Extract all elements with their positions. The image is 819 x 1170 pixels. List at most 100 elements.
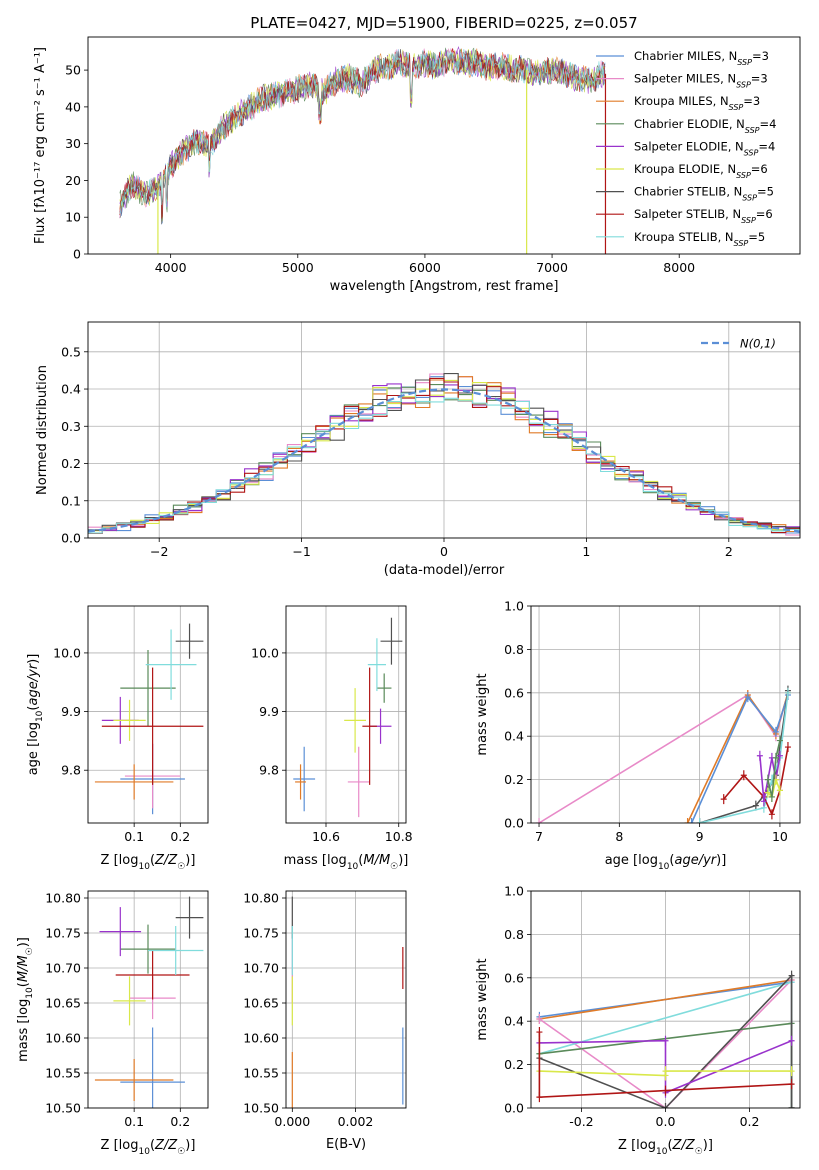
label-sub: 10 xyxy=(347,862,359,872)
errorbar-point xyxy=(362,667,377,785)
errorbar-point xyxy=(148,926,204,975)
x-tick-label: 0.2 xyxy=(740,1114,760,1129)
weight-marker xyxy=(788,1079,795,1090)
weight-marker xyxy=(720,794,727,805)
y-tick-label: 0.8 xyxy=(504,927,524,942)
x-axis-label: age [log10(age/yr)] xyxy=(605,853,727,872)
label-rest: ( xyxy=(16,982,31,987)
label-italic: M/M xyxy=(16,955,31,982)
y-axis-label: mass [log10(M/M☉)] xyxy=(16,937,35,1062)
x-tick-label: 1 xyxy=(582,544,590,559)
errorbar-point xyxy=(115,950,190,1000)
y-tick-label: 0.2 xyxy=(504,772,524,787)
y-tick-label: 0.6 xyxy=(504,970,524,985)
x-tick-label: 10.8 xyxy=(385,829,413,844)
plot-area xyxy=(531,891,800,1108)
x-axis-label: Z [log10(Z/Z☉)] xyxy=(101,853,196,872)
weight-marker xyxy=(662,1085,669,1096)
weight-marker xyxy=(760,796,767,807)
weight-line xyxy=(723,746,789,817)
x-tick-label: 6000 xyxy=(409,260,441,275)
y-tick-label: 1.0 xyxy=(504,599,524,614)
legend-main: Salpeter STELIB, N xyxy=(634,207,741,221)
label-rest: )] xyxy=(716,853,726,868)
label-rest: )] xyxy=(185,853,195,868)
plot-area xyxy=(286,606,406,823)
plot-area xyxy=(88,891,208,1108)
errorbar-point xyxy=(94,1059,174,1101)
weight-marker xyxy=(684,818,691,823)
label-rest: )] xyxy=(398,853,408,868)
x-tick-label: 7 xyxy=(535,829,543,844)
label-sub: ☉ xyxy=(695,1147,703,1157)
weight-marker xyxy=(788,1035,795,1046)
y-tick-label: 0.6 xyxy=(504,685,524,700)
legend-sub: SSP xyxy=(744,148,759,157)
y-axis-label: age [log10(age/yr)] xyxy=(26,654,45,776)
axes-frame xyxy=(87,321,801,539)
y-tick-label: 10.55 xyxy=(45,1066,81,1081)
errorbar-point xyxy=(344,688,366,753)
legend-main: Kroupa MILES, N xyxy=(634,94,729,108)
label-sub: 10 xyxy=(35,710,45,722)
label-rest: )] xyxy=(16,937,31,947)
label-italic: Z/Z xyxy=(672,1138,696,1153)
y-tick-label: 0.0 xyxy=(61,531,81,546)
y-tick-label: 9.8 xyxy=(259,763,279,778)
label-rest: ( xyxy=(358,853,363,868)
x-axis-label: (data-model)/error xyxy=(384,563,505,578)
x-tick-label: 10.6 xyxy=(312,829,340,844)
weight-marker xyxy=(662,1035,669,1046)
weight-marker xyxy=(536,818,543,823)
legend-end: =3 xyxy=(751,72,768,86)
label-rest: ( xyxy=(150,1138,155,1153)
errorbar-point xyxy=(145,629,197,700)
legend-main: Kroupa STELIB, N xyxy=(634,230,734,244)
weight-marker xyxy=(772,752,779,763)
axes-weight_vs_age: 7 8 9 10 0.0 0.2 0.4 0.6 0.8 1.0 mass weight age [l… xyxy=(475,599,801,872)
y-tick-label: 0 xyxy=(73,247,81,262)
legend-main: Kroupa ELODIE, N xyxy=(634,162,736,176)
label-italic: Z/Z xyxy=(154,1138,178,1153)
y-tick-label: 0.8 xyxy=(504,642,524,657)
x-tick-label: 0.0 xyxy=(656,1114,676,1129)
weight-line xyxy=(538,692,789,823)
y-tick-label: 10.60 xyxy=(243,1031,279,1046)
y-tick-label: 0.2 xyxy=(61,456,81,471)
plot-area xyxy=(531,606,800,823)
x-tick-label: 10 xyxy=(772,829,788,844)
weight-marker xyxy=(696,818,703,823)
errorbar-point xyxy=(347,746,370,818)
errorbar-point xyxy=(101,667,204,785)
errorbar-point xyxy=(94,764,174,800)
legend-label: Salpeter STELIB, NSSP=6 xyxy=(634,207,773,225)
legend-label: Salpeter MILES, NSSP=3 xyxy=(634,72,768,90)
label-rest: )] xyxy=(703,1138,713,1153)
x-tick-label: 7000 xyxy=(536,260,568,275)
figure-title: PLATE=0427, MJD=51900, FIBERID=0225, z=0… xyxy=(250,14,637,32)
y-tick-label: 10.65 xyxy=(45,996,81,1011)
y-tick-label: 10.70 xyxy=(45,961,81,976)
y-tick-label: 10.55 xyxy=(243,1066,279,1081)
legend-label: Chabrier MILES, NSSP=3 xyxy=(634,49,769,67)
weight-marker xyxy=(756,750,763,761)
legend-sub: SSP xyxy=(742,193,757,202)
label-rest: ( xyxy=(26,706,41,711)
x-tick-label: 4000 xyxy=(155,260,187,275)
histogram-step xyxy=(88,392,800,534)
weight-marker xyxy=(764,787,771,798)
x-tick-label: 0.002 xyxy=(338,1114,374,1129)
axes-frame xyxy=(285,890,407,1109)
label-rest: )] xyxy=(26,654,41,664)
legend-label: Kroupa ELODIE, NSSP=6 xyxy=(634,162,768,180)
errorbar-point xyxy=(120,649,176,727)
y-tick-label: 0.5 xyxy=(61,344,81,359)
errorbar-point xyxy=(376,673,392,703)
legend-sub: SSP xyxy=(741,216,756,225)
weight-marker xyxy=(768,791,775,802)
legend-sub: SSP xyxy=(745,125,760,134)
legend-end: =3 xyxy=(743,94,760,108)
y-tick-label: 1.0 xyxy=(504,884,524,899)
legend-label: Chabrier STELIB, NSSP=5 xyxy=(634,185,774,203)
legend-label: Salpeter ELODIE, NSSP=4 xyxy=(634,139,775,157)
